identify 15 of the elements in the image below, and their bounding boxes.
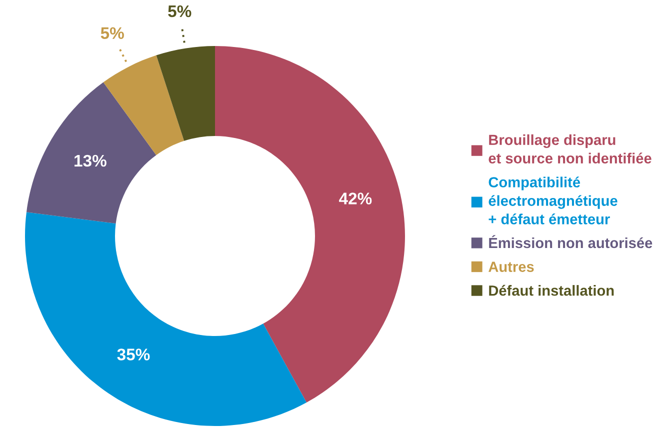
donut-slice (26, 82, 156, 224)
donut-slice (25, 212, 307, 426)
data-label: 5% (100, 27, 124, 40)
data-label: 42% (339, 192, 372, 204)
data-label: 13% (74, 154, 106, 167)
donut-slice (156, 46, 215, 141)
data-label: 35% (117, 348, 150, 360)
donut-slice (103, 55, 184, 156)
donut-slice (215, 46, 405, 402)
legend-label: Autres (488, 262, 534, 272)
legend-label: Émission non autorisée (489, 235, 652, 248)
data-label: 5% (168, 5, 192, 18)
legend-label: Brouillage disparu et source non identifiée (488, 134, 652, 164)
legend-label: Défaut installation (489, 284, 614, 296)
legend-label: Compatibilité électromagnétique + défaut émetteur (488, 176, 618, 224)
